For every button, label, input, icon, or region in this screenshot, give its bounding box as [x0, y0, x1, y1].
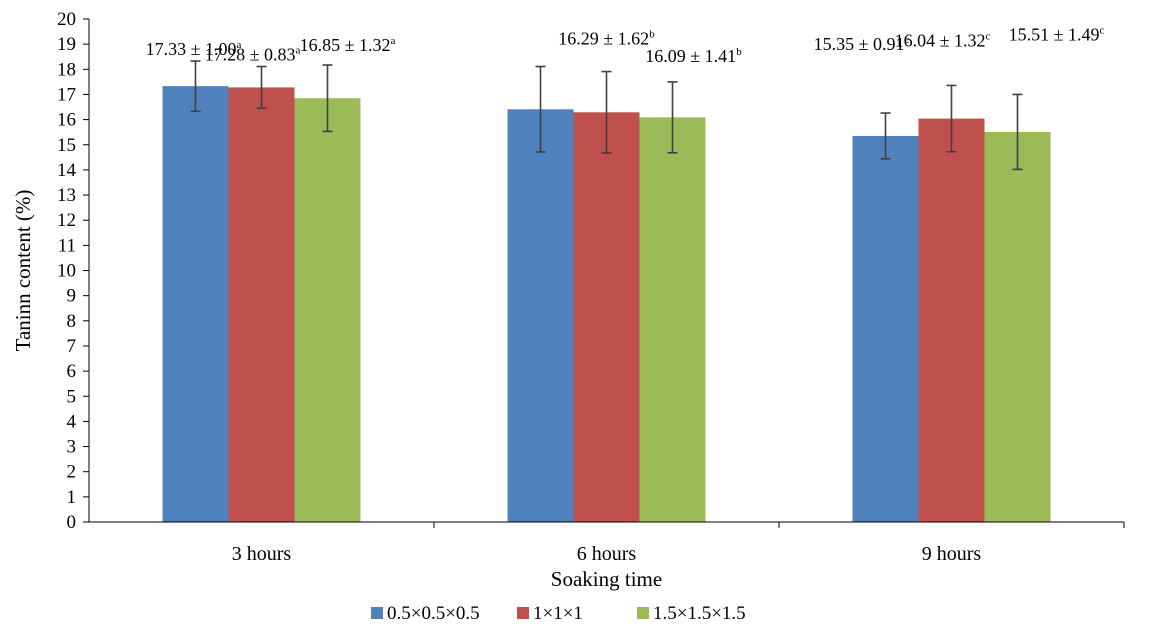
- y-tick-label: 13: [57, 185, 76, 206]
- y-tick-label: 14: [57, 160, 77, 181]
- bar: [852, 135, 919, 522]
- legend-swatch: [517, 607, 529, 619]
- x-category-label: 3 hours: [232, 543, 292, 565]
- y-tick-label: 10: [57, 261, 76, 282]
- y-tick-label: 18: [57, 59, 76, 80]
- legend-swatch: [371, 607, 383, 619]
- legend-swatch: [637, 607, 649, 619]
- data-label: 17.28 ± 0.83a: [205, 45, 301, 65]
- bar: [573, 112, 640, 522]
- y-tick-label: 15: [57, 135, 76, 156]
- y-axis-title: Taninn content (%): [11, 190, 35, 352]
- data-label: 16.09 ± 1.41b: [645, 46, 742, 66]
- y-tick-label: 7: [67, 336, 77, 357]
- bar: [294, 98, 361, 522]
- data-label: 16.85 ± 1.32a: [300, 35, 396, 55]
- y-tick-label: 16: [57, 110, 76, 131]
- y-tick-label: 17: [57, 84, 76, 105]
- data-label: 16.04 ± 1.32c: [895, 30, 991, 50]
- legend-label: 1.5×1.5×1.5: [653, 603, 746, 624]
- y-tick-label: 3: [67, 437, 77, 458]
- data-label: 15.51 ± 1.49c: [1009, 24, 1105, 44]
- bar: [162, 86, 229, 522]
- bar: [639, 117, 706, 523]
- bar: [228, 87, 295, 523]
- y-tick-label: 20: [57, 9, 76, 30]
- error-bars: [190, 60, 1023, 171]
- data-label: 16.29 ± 1.62b: [558, 29, 655, 49]
- bar: [507, 109, 574, 522]
- y-tick-label: 0: [67, 512, 77, 533]
- data-label: 15.35 ± 0.91c: [814, 34, 910, 54]
- y-tick-label: 4: [67, 411, 77, 432]
- y-tick-label: 1: [67, 487, 77, 508]
- x-axis-categories: 3 hours 6 hours 9 hours: [232, 522, 1125, 565]
- bars: [162, 86, 1051, 523]
- y-tick-label: 12: [57, 210, 76, 231]
- y-tick-label: 8: [67, 311, 77, 332]
- data-label: 17.33 ± 1.00a: [146, 39, 242, 59]
- bar: [984, 131, 1051, 522]
- bar: [918, 118, 985, 523]
- y-tick-label: 19: [57, 34, 76, 55]
- x-axis-title: Soaking time: [551, 567, 662, 591]
- y-tick-label: 2: [67, 462, 77, 483]
- x-category-label: 9 hours: [922, 543, 982, 565]
- legend-label: 1×1×1: [533, 603, 583, 624]
- legend-label: 0.5×0.5×0.5: [387, 603, 480, 624]
- y-tick-label: 9: [67, 286, 77, 307]
- y-tick-label: 6: [67, 361, 77, 382]
- data-labels: 17.33 ± 1.00a16.41 ± 1.70b15.35 ± 0.91c1…: [146, 24, 1105, 66]
- y-tick-label: 5: [67, 386, 77, 407]
- x-category-label: 6 hours: [577, 543, 637, 565]
- legend: 0.5×0.5×0.5 1×1×1 1.5×1.5×1.5: [371, 603, 746, 624]
- y-tick-label: 11: [58, 235, 76, 256]
